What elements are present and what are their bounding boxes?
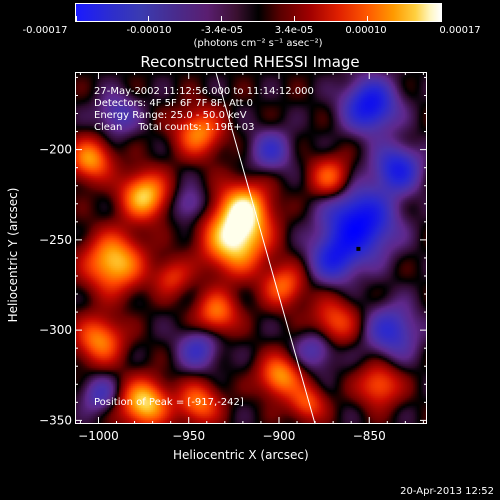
peak-marker-dot: [356, 246, 361, 251]
colorbar-tick-label: -3.4e-05: [201, 25, 243, 36]
method-counts-label: Clean Total counts: 1.19E+03: [94, 122, 255, 133]
y-tick-label: −200: [39, 143, 72, 157]
colorbar-tick-label: -0.00017: [22, 25, 68, 36]
colorbar-unit-label: (photons cm⁻² s⁻¹ asec⁻²): [193, 38, 323, 49]
time-range-label: 27-May-2002 11:12:56.000 to 11:14:12.000: [94, 86, 314, 97]
colorbar-tick: [367, 16, 368, 21]
y-tick-label: −300: [39, 323, 72, 337]
heatmap-image: [75, 72, 427, 424]
x-tick-label: −900: [262, 429, 295, 443]
solar-limb-line: [215, 71, 316, 425]
x-tick-label: −950: [172, 429, 205, 443]
y-tick-label: −250: [39, 233, 72, 247]
x-ticks: −1000 −950 −900 −850: [78, 72, 424, 443]
x-tick-label: −1000: [78, 429, 119, 443]
colorbar: [75, 3, 442, 22]
peak-marker: [356, 246, 361, 251]
colorbar-tick: [76, 16, 77, 21]
x-axis-label: Heliocentric X (arcsec): [173, 448, 309, 462]
x-tick-label: −850: [353, 429, 386, 443]
plot-frame: [75, 72, 427, 424]
colorbar-tick: [440, 16, 441, 21]
chart-title: Reconstructed RHESSI Image: [140, 53, 360, 71]
colorbar-tick-label: 3.4e-05: [274, 25, 314, 36]
colorbar-tick: [148, 16, 149, 21]
colorbar-tick: [294, 16, 295, 21]
y-tick-label: −350: [39, 413, 72, 427]
colorbar-tick: [221, 16, 222, 21]
colorbar-tick-label: 0.00017: [439, 25, 481, 36]
colorbar-tick-label: 0.00010: [345, 25, 387, 36]
detectors-label: Detectors: 4F 5F 6F 7F 8F, Att 0: [94, 98, 254, 109]
y-ticks: −350 −300 −250 −200: [39, 76, 427, 427]
colorbar-tick-label: -0.00010: [126, 25, 172, 36]
peak-position-label: Position of Peak = [-917,-242]: [94, 397, 244, 408]
y-axis-label: Heliocentric Y (arcsec): [6, 187, 20, 323]
timestamp-footer: 20-Apr-2013 12:52: [400, 486, 494, 497]
energy-range-label: Energy Range: 25.0 - 50.0 keV: [94, 110, 247, 121]
